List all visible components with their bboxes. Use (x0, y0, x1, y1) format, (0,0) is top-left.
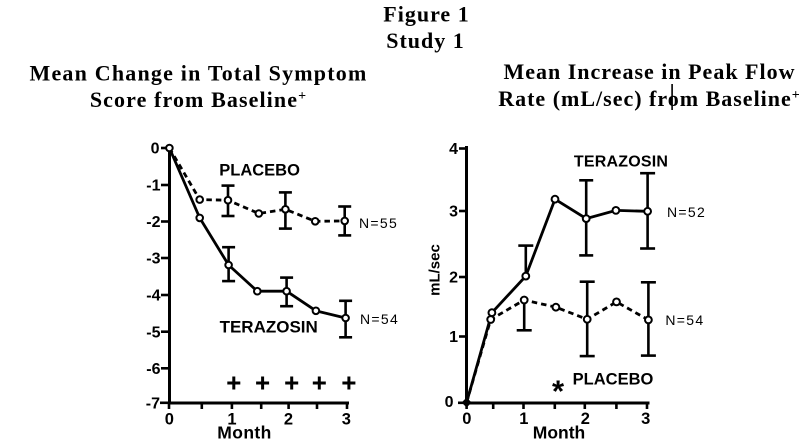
svg-text:1: 1 (227, 411, 236, 429)
svg-text:0: 0 (165, 411, 174, 429)
svg-text:3: 3 (449, 204, 458, 221)
svg-text:-5: -5 (146, 324, 160, 341)
svg-text:Study 1: Study 1 (386, 28, 465, 53)
svg-text:N=54: N=54 (665, 312, 704, 328)
svg-text:N=55: N=55 (359, 215, 398, 231)
svg-text:N=54: N=54 (360, 311, 399, 327)
svg-text:3: 3 (641, 410, 650, 428)
svg-text:PLACEBO: PLACEBO (219, 161, 300, 179)
svg-text:-2: -2 (146, 214, 160, 231)
svg-text:0: 0 (462, 410, 471, 428)
svg-text:PLACEBO: PLACEBO (573, 370, 654, 388)
svg-text:Month: Month (533, 423, 585, 443)
svg-text:1: 1 (519, 410, 528, 428)
svg-text:TERAZOSIN: TERAZOSIN (574, 154, 668, 171)
svg-text:3: 3 (342, 411, 351, 429)
svg-text:-3: -3 (146, 251, 160, 268)
svg-text:Figure 1: Figure 1 (383, 2, 469, 27)
svg-text:0: 0 (445, 394, 454, 411)
svg-text:4: 4 (449, 141, 458, 158)
svg-text:-4: -4 (146, 288, 160, 305)
svg-text:Mean Increase in Peak Flow: Mean Increase in Peak Flow (503, 59, 795, 84)
svg-text:2: 2 (581, 410, 590, 428)
svg-text:Rate (mL/sec) from Baseline+: Rate (mL/sec) from Baseline+ (498, 86, 801, 111)
svg-text:-1: -1 (146, 178, 160, 195)
svg-text:-6: -6 (146, 361, 160, 378)
svg-text:2: 2 (449, 270, 458, 287)
svg-text:*: * (552, 374, 565, 409)
svg-text:2: 2 (284, 411, 293, 429)
svg-text:Score from Baseline+: Score from Baseline+ (90, 87, 307, 112)
svg-text:0: 0 (151, 141, 160, 158)
svg-text:mL/sec: mL/sec (427, 244, 444, 296)
svg-text:1: 1 (449, 329, 458, 346)
svg-text:N=52: N=52 (667, 204, 706, 220)
svg-text:Mean Change in Total Symptom: Mean Change in Total Symptom (30, 61, 368, 86)
svg-text:TERAZOSIN: TERAZOSIN (220, 318, 318, 337)
svg-text:Month: Month (217, 423, 271, 443)
svg-text:-7: -7 (146, 396, 160, 413)
